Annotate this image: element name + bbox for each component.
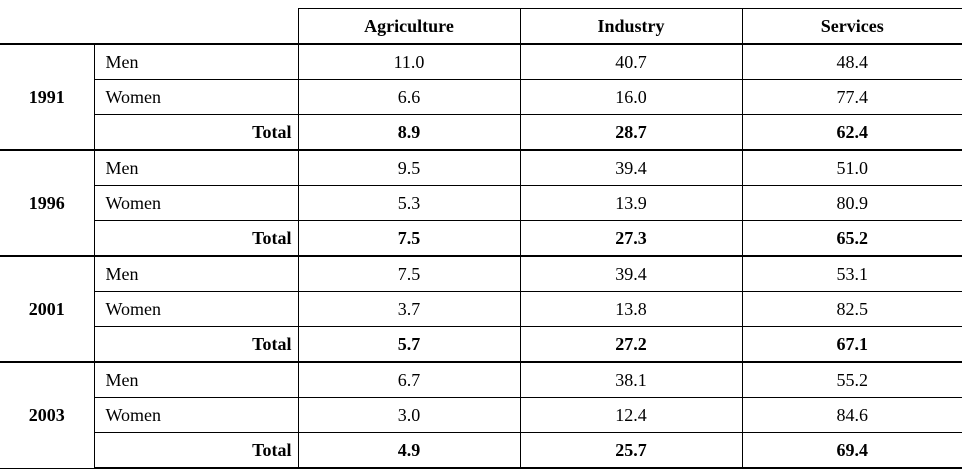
value-cell-agriculture: 6.6 (297, 79, 521, 115)
value-cell-services: 48.4 (741, 43, 962, 80)
employment-by-sector-table: Agriculture Industry Services 1991 Men 11.… (0, 8, 962, 469)
value-cell-industry: 12.4 (519, 397, 743, 433)
table-row: 2001 Men 7.5 39.4 53.1 (0, 255, 962, 363)
table-row: Total 4.9 25.7 69.4 (0, 432, 962, 469)
value-cell-agriculture: 6.7 (297, 361, 521, 398)
row-label-cell: Men (93, 149, 299, 186)
row-label-cell: Women (93, 291, 299, 327)
value-cell-services: 62.4 (741, 114, 962, 151)
table-row: Women 5.3 13.9 80.9 (0, 185, 962, 221)
value-cell-industry: 28.7 (519, 114, 743, 151)
row-label-cell: Women (93, 185, 299, 221)
value-cell-services: 69.4 (741, 432, 962, 469)
year-cell: 1991 (0, 43, 95, 151)
value-cell-agriculture: 5.3 (297, 185, 521, 221)
table-body: 1991 Men 11.0 40.7 48.4 Women 6.6 16.0 77.4 Total… (0, 43, 962, 469)
row-label-cell: Total (93, 326, 299, 363)
row-label-cell: Total (93, 220, 299, 257)
header-row: Agriculture Industry Services (0, 8, 962, 45)
table-row: Total 8.9 28.7 62.4 (0, 114, 962, 151)
value-cell-industry: 13.8 (519, 291, 743, 327)
value-cell-services: 80.9 (741, 185, 962, 221)
value-cell-services: 53.1 (741, 255, 962, 292)
row-label-cell: Total (93, 432, 299, 469)
table-row: 1996 Men 9.5 39.4 51.0 (0, 149, 962, 257)
value-cell-agriculture: 8.9 (297, 114, 521, 151)
value-cell-services: 51.0 (741, 149, 962, 186)
value-cell-industry: 40.7 (519, 43, 743, 80)
value-cell-industry: 27.3 (519, 220, 743, 257)
row-label-cell: Men (93, 361, 299, 398)
table-row: Total 5.7 27.2 67.1 (0, 326, 962, 363)
value-cell-industry: 25.7 (519, 432, 743, 469)
table-row: Women 3.0 12.4 84.6 (0, 397, 962, 433)
table-row: Women 3.7 13.8 82.5 (0, 291, 962, 327)
value-cell-agriculture: 7.5 (297, 220, 521, 257)
value-cell-agriculture: 9.5 (297, 149, 521, 186)
value-cell-agriculture: 7.5 (297, 255, 521, 292)
value-cell-industry: 39.4 (519, 255, 743, 292)
table-row: 1991 Men 11.0 40.7 48.4 (0, 43, 962, 151)
row-label-cell: Total (93, 114, 299, 151)
value-cell-industry: 27.2 (519, 326, 743, 363)
row-label-cell: Men (93, 255, 299, 292)
value-cell-services: 67.1 (741, 326, 962, 363)
value-cell-services: 65.2 (741, 220, 962, 257)
value-cell-agriculture: 5.7 (297, 326, 521, 363)
value-cell-services: 77.4 (741, 79, 962, 115)
column-header-industry: Industry (519, 8, 743, 45)
value-cell-agriculture: 3.0 (297, 397, 521, 433)
value-cell-agriculture: 3.7 (297, 291, 521, 327)
year-cell: 1996 (0, 149, 95, 257)
year-cell: 2003 (0, 361, 95, 469)
value-cell-industry: 13.9 (519, 185, 743, 221)
value-cell-services: 55.2 (741, 361, 962, 398)
value-cell-services: 82.5 (741, 291, 962, 327)
value-cell-industry: 38.1 (519, 361, 743, 398)
row-label-cell: Men (93, 43, 299, 80)
value-cell-services: 84.6 (741, 397, 962, 433)
value-cell-industry: 16.0 (519, 79, 743, 115)
table-row: 2003 Men 6.7 38.1 55.2 (0, 361, 962, 469)
table-row: Women 6.6 16.0 77.4 (0, 79, 962, 115)
row-label-cell: Women (93, 397, 299, 433)
value-cell-agriculture: 4.9 (297, 432, 521, 469)
value-cell-agriculture: 11.0 (297, 43, 521, 80)
column-header-services: Services (741, 8, 962, 45)
column-header-agriculture: Agriculture (297, 8, 521, 45)
row-label-cell: Women (93, 79, 299, 115)
corner-header-cell (0, 8, 299, 45)
table-row: Total 7.5 27.3 65.2 (0, 220, 962, 257)
year-cell: 2001 (0, 255, 95, 363)
value-cell-industry: 39.4 (519, 149, 743, 186)
